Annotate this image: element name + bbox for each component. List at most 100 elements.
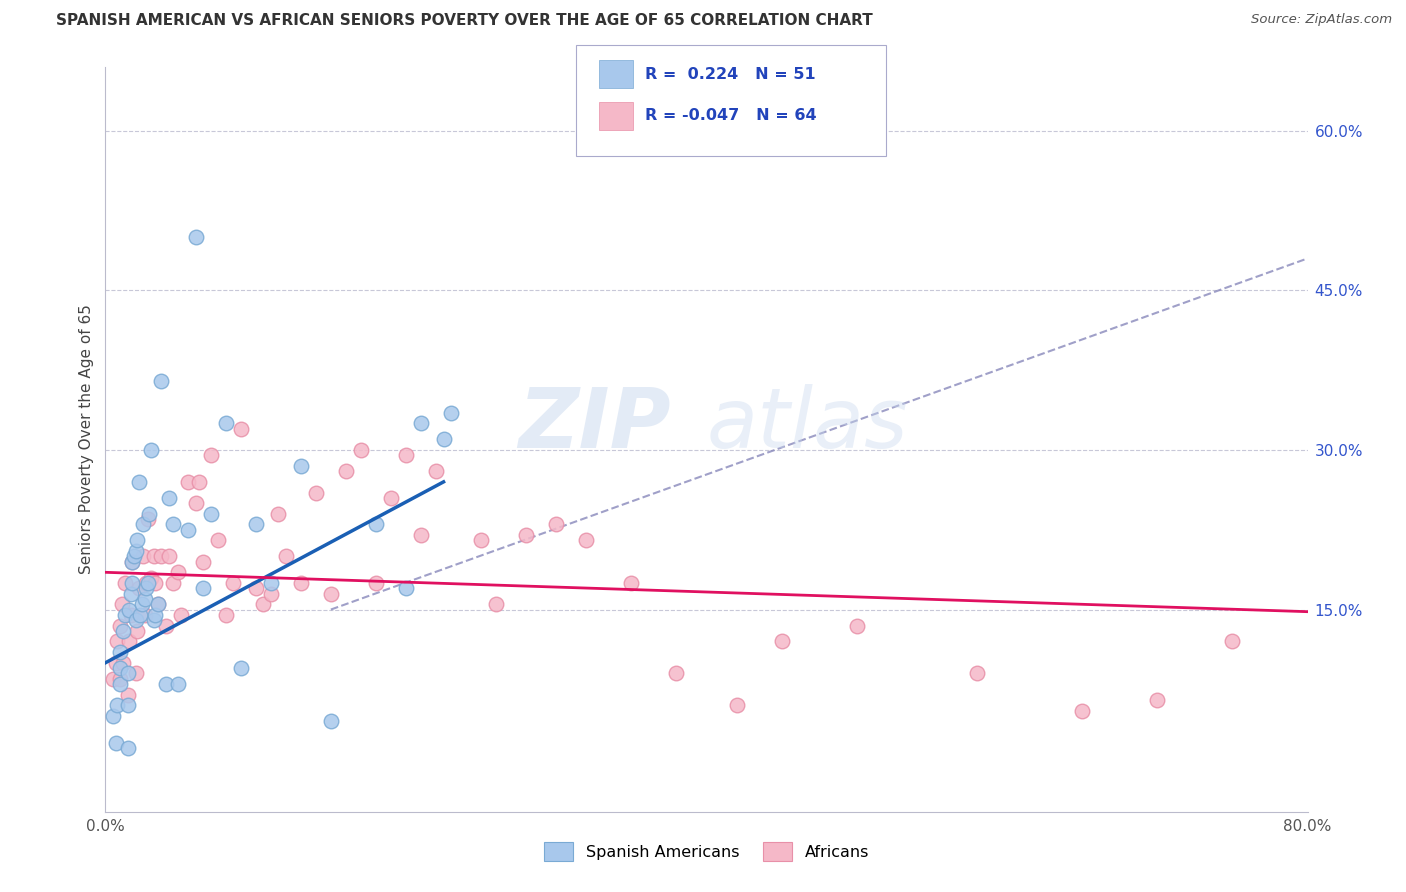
Point	[112, 624, 135, 638]
Point	[350, 442, 373, 457]
Point	[114, 576, 136, 591]
Point	[364, 576, 387, 591]
Point	[107, 698, 129, 713]
Point	[142, 549, 165, 564]
Point	[191, 555, 214, 569]
Point	[395, 582, 418, 596]
Point	[470, 533, 492, 548]
Point	[112, 656, 135, 670]
Point	[155, 618, 177, 632]
Point	[485, 597, 508, 611]
Point	[245, 582, 267, 596]
Point	[110, 677, 132, 691]
Point	[135, 576, 157, 591]
Point	[166, 566, 188, 580]
Point	[117, 666, 139, 681]
Point	[120, 586, 142, 600]
Point	[143, 607, 166, 622]
Point	[143, 576, 166, 591]
Point	[620, 576, 643, 591]
Y-axis label: Seniors Poverty Over the Age of 65: Seniors Poverty Over the Age of 65	[79, 304, 94, 574]
Point	[111, 597, 134, 611]
Point	[128, 582, 150, 596]
Point	[229, 422, 252, 436]
Point	[335, 464, 357, 478]
Point	[114, 607, 136, 622]
Point	[409, 528, 432, 542]
Point	[124, 544, 146, 558]
Point	[139, 571, 162, 585]
Point	[319, 714, 342, 729]
Point	[440, 406, 463, 420]
Point	[117, 688, 139, 702]
Point	[515, 528, 537, 542]
Point	[128, 475, 150, 489]
Point	[725, 698, 748, 713]
Point	[200, 507, 222, 521]
Text: ZIP: ZIP	[517, 384, 671, 465]
Point	[260, 576, 283, 591]
Point	[432, 433, 454, 447]
Point	[150, 549, 173, 564]
Point	[222, 576, 245, 591]
Point	[139, 442, 162, 457]
Point	[380, 491, 402, 505]
Point	[125, 533, 148, 548]
Point	[121, 576, 143, 591]
Point	[118, 634, 141, 648]
Point	[134, 607, 156, 622]
Point	[135, 582, 157, 596]
Point	[665, 666, 688, 681]
Text: Source: ZipAtlas.com: Source: ZipAtlas.com	[1251, 13, 1392, 27]
Point	[252, 597, 274, 611]
Point	[966, 666, 988, 681]
Point	[146, 597, 169, 611]
Point	[117, 698, 139, 713]
Point	[132, 549, 155, 564]
Text: atlas: atlas	[707, 384, 908, 465]
Point	[425, 464, 447, 478]
Point	[155, 677, 177, 691]
Point	[267, 507, 290, 521]
Point	[120, 607, 142, 622]
Point	[305, 485, 328, 500]
Point	[107, 634, 129, 648]
Point	[274, 549, 297, 564]
Point	[122, 549, 145, 564]
Point	[546, 517, 568, 532]
Point	[214, 417, 236, 431]
Point	[229, 661, 252, 675]
Point	[157, 549, 180, 564]
Text: R = -0.047   N = 64: R = -0.047 N = 64	[645, 109, 817, 123]
Point	[134, 591, 156, 606]
Point	[110, 672, 132, 686]
Point	[150, 374, 173, 388]
Point	[845, 618, 868, 632]
Point	[157, 491, 180, 505]
Point	[1071, 704, 1094, 718]
Point	[118, 602, 141, 616]
Point	[124, 613, 146, 627]
Point	[575, 533, 598, 548]
Point	[121, 555, 143, 569]
Point	[125, 624, 148, 638]
Point	[395, 448, 418, 462]
Point	[146, 597, 169, 611]
Point	[290, 576, 312, 591]
Point	[319, 586, 342, 600]
Point	[142, 613, 165, 627]
Point	[409, 417, 432, 431]
Point	[177, 475, 200, 489]
Point	[138, 507, 160, 521]
Point	[104, 735, 127, 749]
Point	[162, 576, 184, 591]
Point	[104, 656, 127, 670]
Point	[214, 607, 236, 622]
Point	[132, 517, 155, 532]
Legend: Spanish Americans, Africans: Spanish Americans, Africans	[537, 836, 876, 867]
Point	[177, 523, 200, 537]
Point	[260, 586, 283, 600]
Point	[129, 607, 152, 622]
Point	[1222, 634, 1244, 648]
Point	[110, 645, 132, 659]
